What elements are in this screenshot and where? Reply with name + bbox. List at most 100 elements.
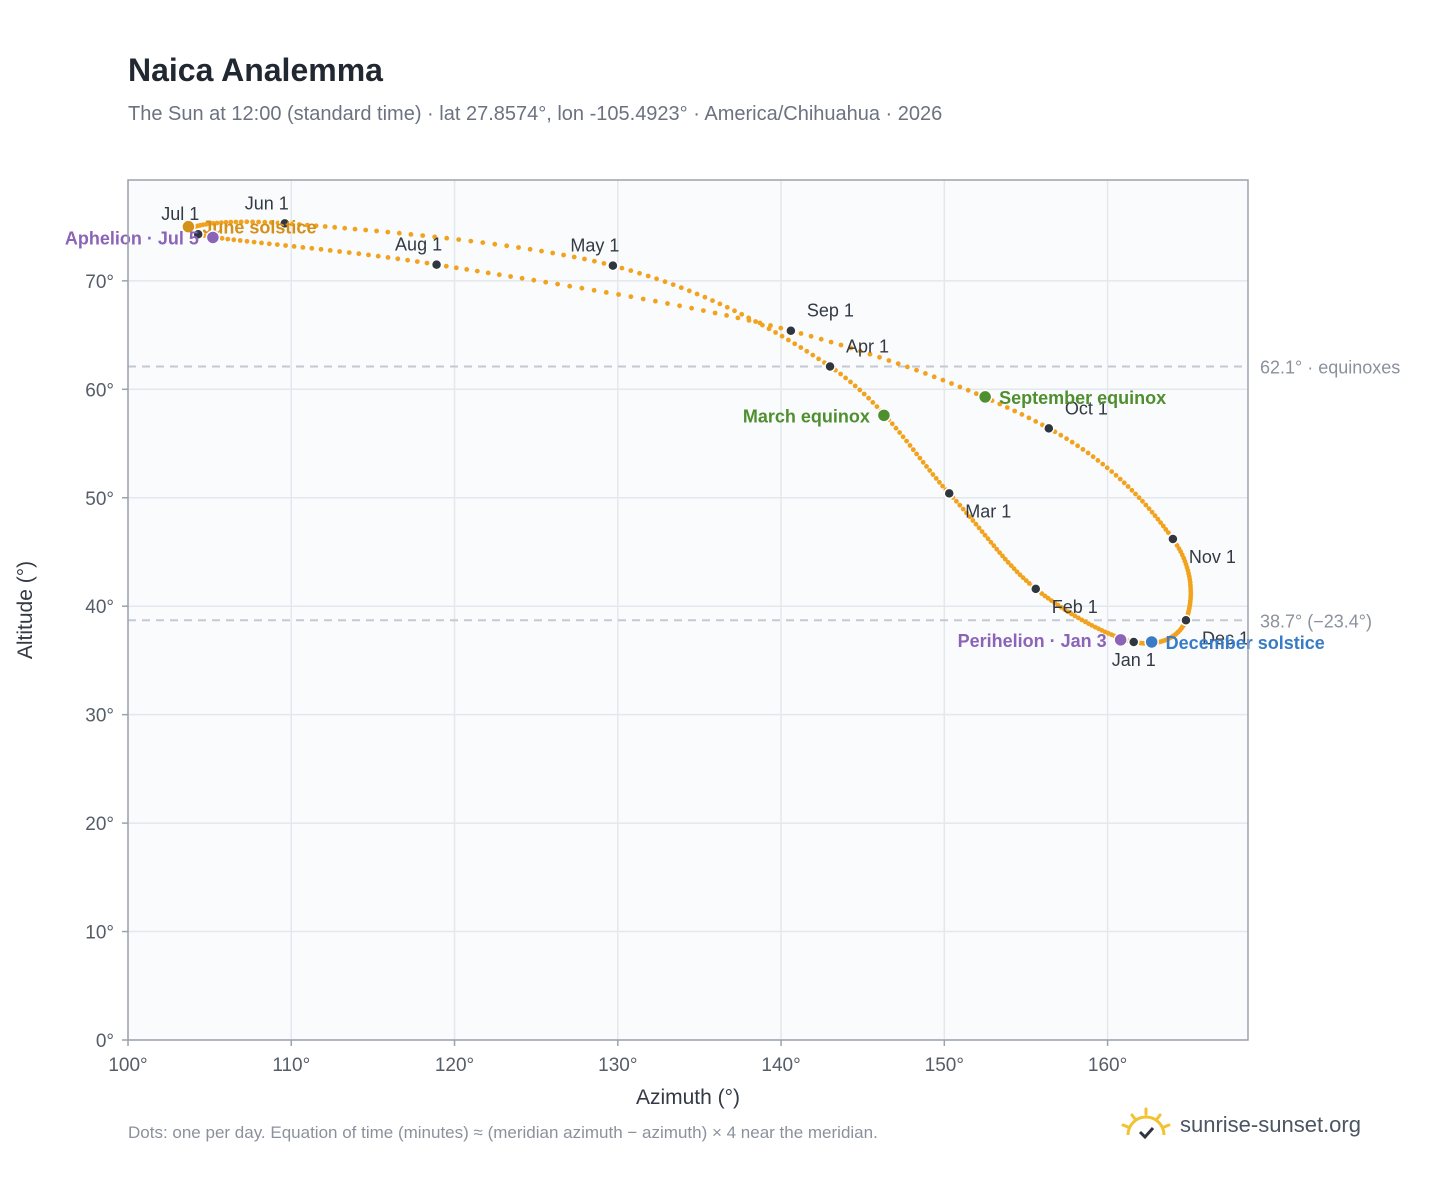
- day-dot: [313, 223, 319, 229]
- day-dot: [352, 226, 358, 232]
- day-dot: [225, 236, 231, 242]
- day-dot: [238, 219, 244, 225]
- event-markers: March equinox September equinox June solst…: [65, 218, 1325, 653]
- day-dot: [686, 288, 692, 294]
- day-dot: [979, 529, 985, 534]
- y-tick-label: 60°: [85, 380, 114, 401]
- day-dot: [653, 298, 658, 304]
- day-dot: [214, 220, 220, 226]
- day-dot: [874, 404, 880, 409]
- day-dot: [949, 381, 954, 386]
- month-label: Apr 1: [846, 337, 889, 357]
- day-dot: [1064, 436, 1069, 442]
- month-label: Oct 1: [1065, 398, 1108, 418]
- month-marker: [785, 324, 797, 337]
- day-dot: [628, 268, 634, 273]
- chart-subtitle: The Sun at 12:00 (standard time) · lat 2…: [128, 103, 943, 125]
- day-dot: [678, 285, 684, 291]
- day-dot: [219, 235, 225, 241]
- y-tick-label: 70°: [85, 272, 114, 293]
- day-dot: [571, 254, 577, 260]
- day-dot: [274, 242, 280, 248]
- day-dot: [405, 257, 410, 263]
- day-dot: [464, 267, 470, 272]
- event-marker: [876, 408, 892, 423]
- day-dot: [543, 279, 549, 285]
- day-dot: [342, 225, 348, 231]
- day-dot: [889, 421, 895, 427]
- day-dot: [519, 275, 525, 281]
- day-dot: [852, 383, 858, 389]
- day-dot: [940, 483, 945, 489]
- month-label: Jul 1: [161, 204, 199, 224]
- day-dot: [1033, 419, 1039, 424]
- brand-link[interactable]: sunrise-sunset.org: [1180, 1112, 1361, 1137]
- day-dot: [877, 354, 882, 360]
- day-dot: [724, 313, 729, 318]
- month-label: Nov 1: [1189, 547, 1236, 567]
- day-dot: [905, 364, 910, 370]
- day-dot: [256, 219, 261, 225]
- day-dot: [496, 272, 502, 278]
- day-dot: [1069, 439, 1075, 445]
- day-dot: [1090, 454, 1096, 460]
- month-marker: [607, 259, 619, 272]
- day-dot: [1146, 506, 1152, 511]
- day-dot: [1109, 469, 1115, 474]
- day-dot: [985, 536, 991, 542]
- y-axis-label: Altitude (°): [14, 561, 37, 659]
- day-dot: [539, 248, 544, 254]
- day-dot: [965, 387, 971, 393]
- day-dot: [957, 384, 963, 390]
- day-dot: [453, 265, 459, 271]
- event-label: Perihelion · Jan 3: [958, 631, 1107, 651]
- day-dot: [1143, 502, 1149, 508]
- day-dot: [283, 243, 288, 248]
- day-dot: [420, 233, 426, 239]
- day-dot: [1019, 412, 1025, 417]
- day-dot: [1059, 605, 1064, 610]
- day-dot: [857, 387, 863, 393]
- day-dot: [318, 246, 324, 252]
- day-dot: [779, 333, 785, 339]
- day-dot: [923, 371, 928, 376]
- day-dot: [861, 391, 867, 397]
- day-dot: [1121, 480, 1127, 486]
- day-dot: [848, 379, 853, 385]
- day-dot: [443, 263, 449, 269]
- footnote: Dots: one per day. Equation of time (min…: [128, 1123, 878, 1142]
- day-dot: [931, 374, 937, 380]
- x-tick-label: 120°: [435, 1055, 474, 1076]
- day-dot: [300, 245, 306, 250]
- month-label: Aug 1: [395, 235, 442, 255]
- day-dot: [886, 358, 892, 363]
- day-dot: [332, 224, 338, 230]
- day-dot: [843, 375, 848, 381]
- day-dot: [291, 244, 297, 249]
- day-dot: [228, 219, 234, 225]
- day-dot: [1011, 566, 1017, 572]
- x-tick-label: 150°: [925, 1055, 964, 1076]
- day-dot: [964, 510, 969, 516]
- month-label: Jan 1: [1112, 650, 1156, 670]
- day-dot: [828, 339, 834, 345]
- day-dot: [930, 472, 936, 477]
- day-dot: [210, 220, 216, 226]
- day-dot: [927, 468, 933, 473]
- day-dot: [1152, 513, 1158, 519]
- y-tick-label: 10°: [85, 923, 114, 944]
- day-dot: [739, 311, 745, 317]
- day-dot: [724, 304, 730, 310]
- day-dot: [1125, 484, 1131, 489]
- day-dot: [628, 294, 634, 300]
- reference-line-label: 62.1° · equinoxes: [1260, 358, 1400, 378]
- event-label: Aphelion · Jul 5: [65, 228, 199, 248]
- day-dot: [1014, 569, 1020, 575]
- day-dot: [848, 345, 854, 351]
- brand[interactable]: sunrise-sunset.org: [1120, 1100, 1361, 1150]
- y-tick-label: 20°: [85, 814, 114, 835]
- day-dot: [233, 219, 239, 225]
- day-dot: [970, 518, 976, 523]
- event-marker: [1144, 634, 1159, 650]
- x-tick-label: 130°: [598, 1055, 637, 1076]
